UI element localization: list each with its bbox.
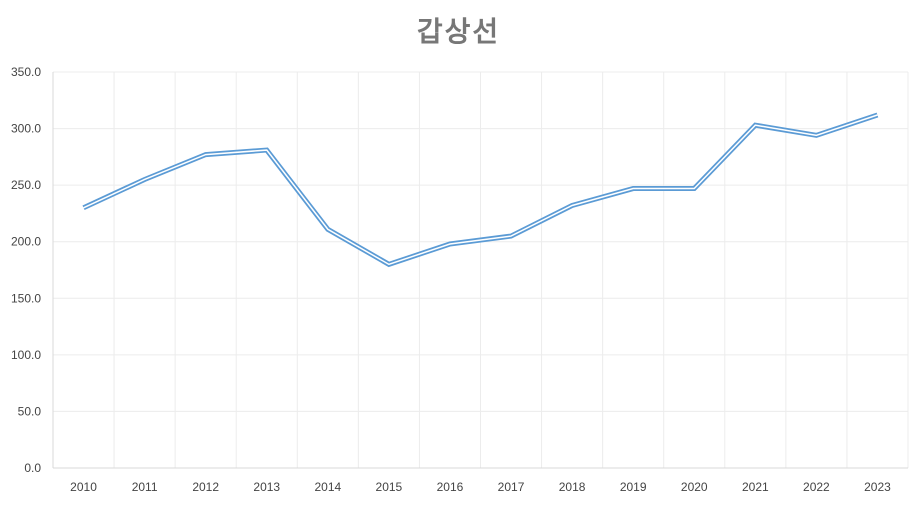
x-tick-label: 2020	[681, 480, 708, 494]
y-tick-label: 350.0	[11, 65, 41, 79]
x-tick-label: 2021	[742, 480, 769, 494]
y-tick-label: 200.0	[11, 235, 41, 249]
y-tick-label: 100.0	[11, 348, 41, 362]
y-tick-label: 0.0	[24, 461, 41, 475]
x-tick-label: 2022	[803, 480, 830, 494]
x-tick-label: 2013	[253, 480, 280, 494]
x-tick-label: 2016	[437, 480, 464, 494]
y-tick-label: 150.0	[11, 291, 41, 305]
x-tick-label: 2014	[314, 480, 341, 494]
y-tick-label: 300.0	[11, 122, 41, 136]
x-tick-label: 2010	[70, 480, 97, 494]
x-tick-label: 2012	[192, 480, 219, 494]
x-tick-label: 2015	[376, 480, 403, 494]
x-tick-label: 2017	[498, 480, 525, 494]
x-tick-label: 2019	[620, 480, 647, 494]
x-tick-label: 2018	[559, 480, 586, 494]
x-tick-label: 2011	[132, 480, 158, 494]
chart-title: 갑상선	[0, 10, 917, 50]
x-tick-label: 2023	[864, 480, 891, 494]
y-tick-label: 50.0	[18, 404, 42, 418]
y-tick-label: 250.0	[11, 178, 41, 192]
